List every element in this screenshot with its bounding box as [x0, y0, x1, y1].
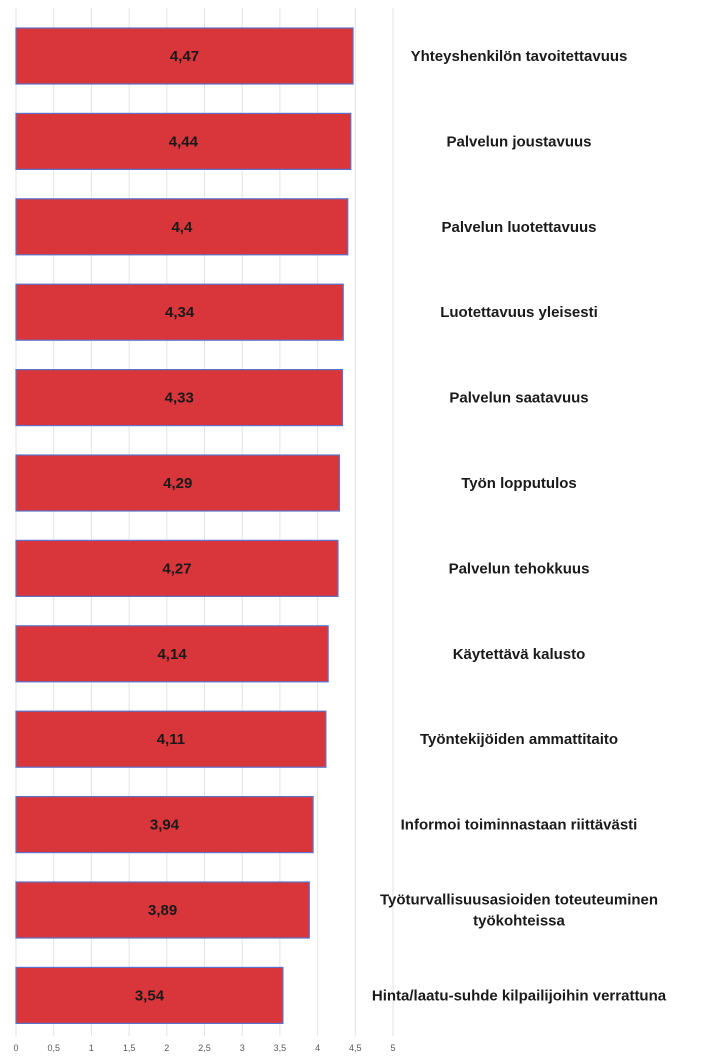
bar [15, 966, 284, 1025]
x-tick-label: 4 [315, 1043, 320, 1053]
category-labels: Yhteyshenkilön tavoitettavuus Palvelun jo… [372, 48, 667, 1004]
bar-value-label: 3,89 [148, 902, 177, 919]
bar-value-label: 3,54 [135, 987, 165, 1004]
bar-value-label: 4,11 [157, 731, 185, 748]
x-tick-label: 1,5 [123, 1043, 136, 1053]
bar-value-label: 4,4 [171, 219, 193, 236]
value-labels: 4,47 4,44 4,4 4,34 4,33 4,29 4,27 4,14 4,11 3,94 3… [135, 48, 199, 1004]
x-tick-label: 2,5 [198, 1043, 211, 1053]
gridlines [15, 8, 394, 1036]
category-label: Työn lopputulos [461, 475, 577, 492]
bar [15, 539, 339, 598]
category-label: Palvelun saatavuus [449, 390, 588, 407]
category-label: Palvelun tehokkuus [449, 560, 590, 577]
bar [15, 27, 354, 85]
bar-value-label: 4,47 [170, 48, 199, 65]
category-label: Käytettävä kalusto [453, 646, 586, 663]
bar [15, 881, 310, 939]
x-tick-label: 5 [390, 1043, 395, 1053]
bar-value-label: 4,44 [169, 133, 199, 150]
bar [15, 112, 352, 171]
bar [15, 283, 344, 341]
category-label: Työntekijöiden ammattitaito [420, 731, 618, 748]
category-label: Palvelun joustavuus [446, 133, 591, 150]
x-tick-label: 4,5 [349, 1043, 362, 1053]
category-label: Palvelun luotettavuus [441, 219, 596, 236]
x-tick-label: 3 [240, 1043, 245, 1053]
bar [15, 369, 344, 427]
x-tick-label: 2 [164, 1043, 169, 1053]
x-axis-ticks: 0 0,5 1 1,5 2 2,5 3 3,5 4 4,5 5 [13, 1043, 395, 1053]
bar-value-label: 4,33 [165, 390, 194, 407]
category-label: työkohteissa [473, 913, 565, 930]
category-label: Hinta/laatu-suhde kilpailijoihin verratt… [372, 987, 667, 1004]
x-tick-label: 0,5 [47, 1043, 60, 1053]
bar-value-label: 4,34 [165, 304, 195, 321]
category-label: Luotettavuus yleisesti [440, 304, 598, 321]
bar [15, 625, 329, 683]
bar-value-label: 4,14 [157, 646, 187, 663]
bar [15, 198, 349, 256]
bar [15, 454, 341, 512]
x-tick-label: 1 [89, 1043, 94, 1053]
bar-value-label: 4,27 [162, 560, 191, 577]
category-label: Informoi toiminnastaan riittävästi [401, 817, 638, 834]
bar [15, 795, 314, 854]
bar-value-label: 4,29 [163, 475, 192, 492]
x-tick-label: 0 [13, 1043, 18, 1053]
bar-value-label: 3,94 [150, 817, 180, 834]
category-label: Yhteyshenkilön tavoitettavuus [411, 48, 628, 65]
x-tick-label: 3,5 [274, 1043, 287, 1053]
bar [15, 710, 327, 768]
category-label: Työturvallisuusasioiden toteuteuminen [380, 892, 658, 909]
bars [15, 27, 354, 1025]
